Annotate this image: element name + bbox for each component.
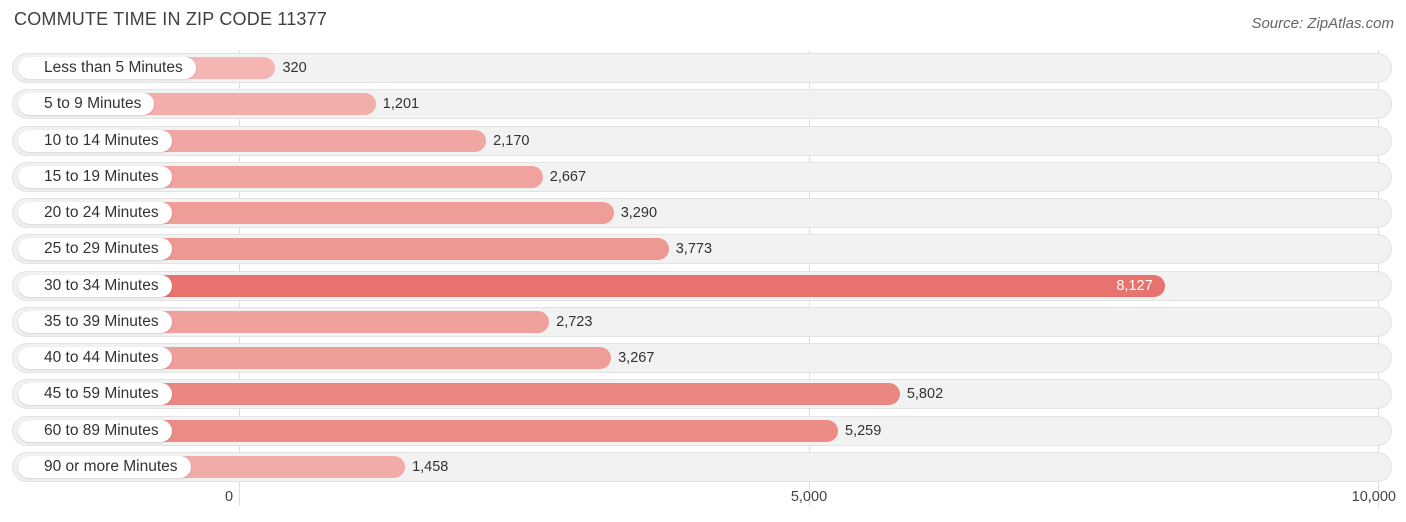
category-label: 60 to 89 Minutes bbox=[18, 419, 172, 442]
x-tick-label: 0 bbox=[224, 489, 234, 505]
value-label: 3,773 bbox=[675, 241, 713, 258]
value-label: 2,667 bbox=[549, 168, 587, 185]
category-label: 35 to 39 Minutes bbox=[18, 310, 172, 333]
chart-source: Source: ZipAtlas.com bbox=[1251, 15, 1394, 32]
chart-title: COMMUTE TIME IN ZIP CODE 11377 bbox=[14, 9, 328, 29]
bar bbox=[18, 419, 838, 442]
value-label: 8,127 bbox=[1116, 277, 1153, 294]
category-label: 15 to 19 Minutes bbox=[18, 165, 172, 188]
x-tick-label: 10,000 bbox=[1351, 489, 1396, 505]
value-label: 3,267 bbox=[618, 350, 655, 366]
value-label: 5,259 bbox=[845, 422, 882, 439]
category-label: 20 to 24 Minutes bbox=[18, 202, 172, 224]
x-tick-label: 5,000 bbox=[790, 489, 828, 505]
value-label: 1,201 bbox=[382, 96, 420, 113]
value-label: 1,458 bbox=[412, 458, 449, 475]
category-label: Less than 5 Minutes bbox=[18, 57, 196, 79]
value-label: 320 bbox=[282, 60, 307, 76]
category-label: 40 to 44 Minutes bbox=[18, 347, 172, 369]
category-label: 5 to 9 Minutes bbox=[18, 93, 155, 116]
value-label: 2,170 bbox=[493, 132, 530, 149]
bar bbox=[18, 383, 900, 406]
category-label: 45 to 59 Minutes bbox=[18, 383, 172, 406]
category-label: 30 to 34 Minutes bbox=[18, 274, 172, 297]
bar bbox=[18, 238, 669, 261]
bar bbox=[18, 274, 1165, 297]
category-label: 90 or more Minutes bbox=[18, 455, 191, 478]
value-label: 3,290 bbox=[620, 205, 658, 221]
value-label: 2,723 bbox=[556, 313, 593, 330]
category-label: 25 to 29 Minutes bbox=[18, 238, 172, 261]
value-label: 5,802 bbox=[906, 386, 944, 403]
category-label: 10 to 14 Minutes bbox=[18, 129, 172, 152]
